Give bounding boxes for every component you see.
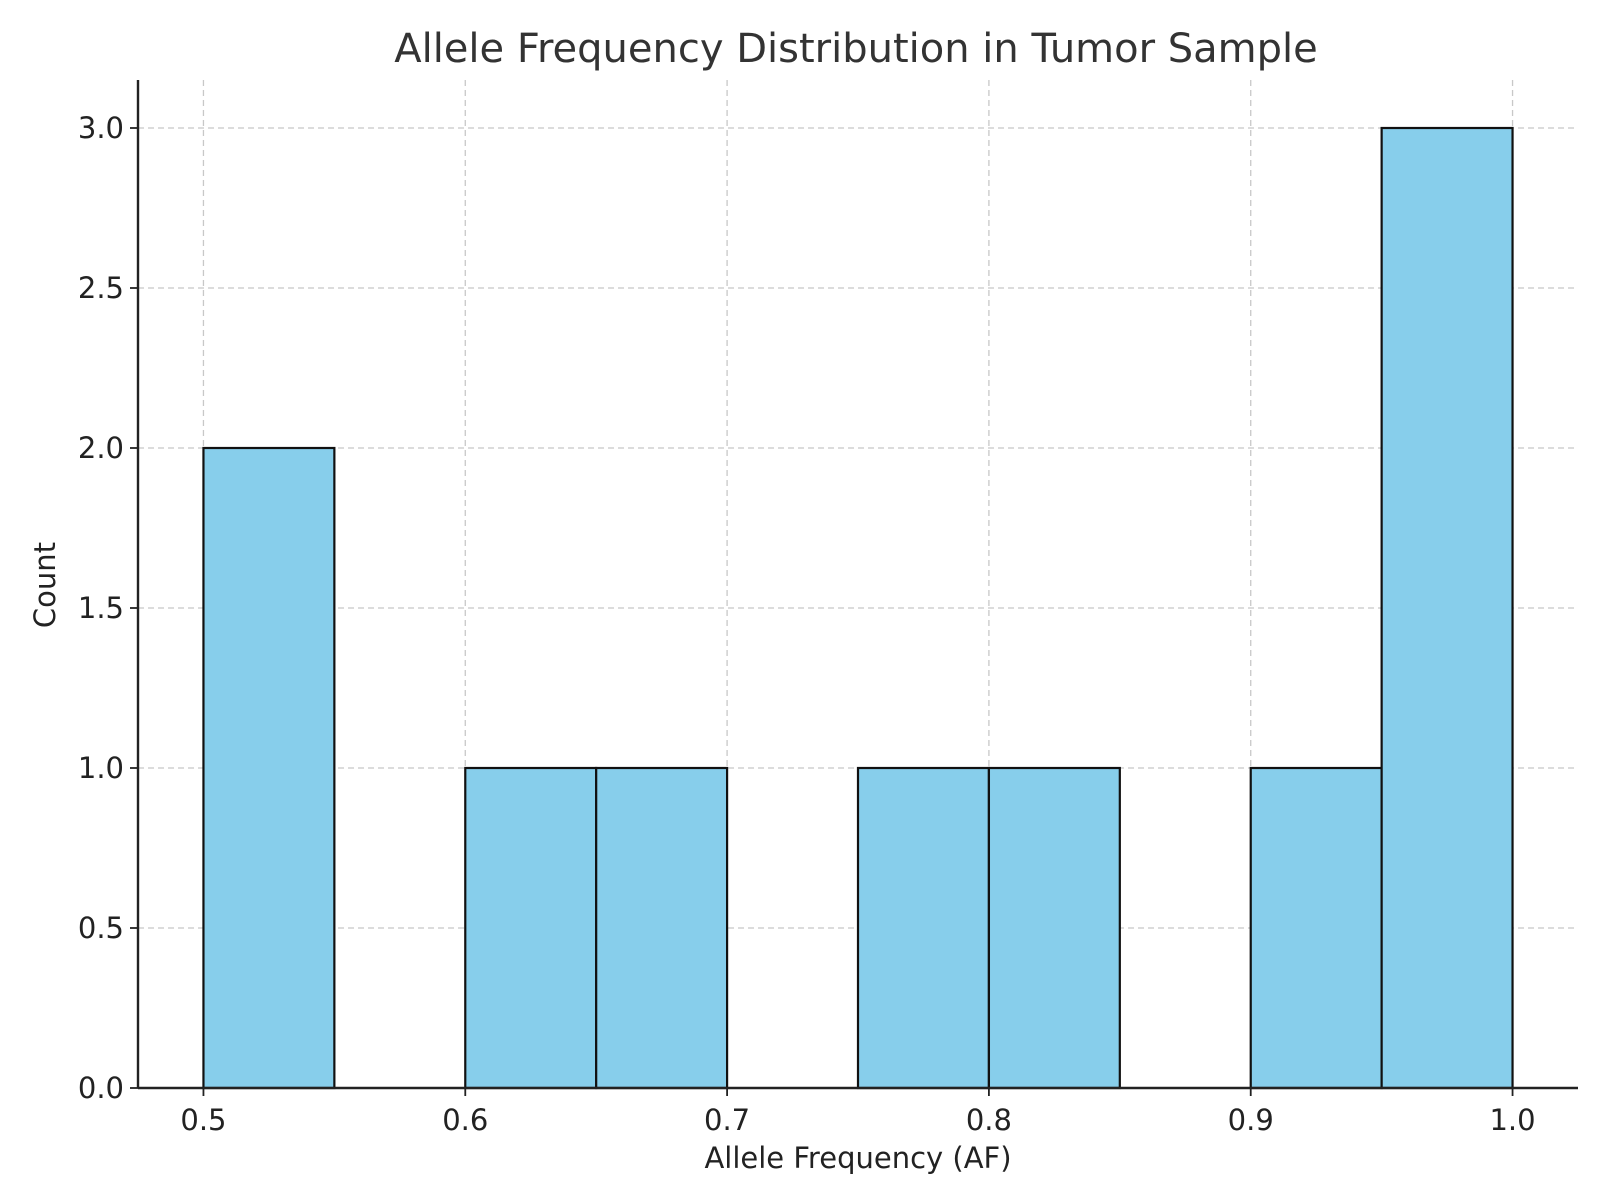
chart-title: Allele Frequency Distribution in Tumor S… xyxy=(394,26,1318,72)
x-tick-label: 0.9 xyxy=(1228,1103,1274,1137)
bars xyxy=(202,126,1514,1090)
y-tick-label: 3.0 xyxy=(78,111,124,145)
bar-5 xyxy=(856,766,991,1090)
x-ticks: 0.5 0.6 0.7 0.8 0.9 1.0 xyxy=(180,1088,1536,1137)
axes xyxy=(136,80,1578,1090)
bar-2 xyxy=(464,766,598,1090)
x-tick-label: 1.0 xyxy=(1489,1103,1535,1137)
y-tick-label: 0.0 xyxy=(78,1071,124,1105)
x-tick-label: 0.5 xyxy=(180,1103,226,1137)
bar-9 xyxy=(1380,126,1514,1090)
y-tick-label: 2.0 xyxy=(78,431,124,465)
y-tick-label: 1.5 xyxy=(78,591,124,625)
bar-6 xyxy=(987,766,1121,1090)
x-tick-label: 0.8 xyxy=(966,1103,1012,1137)
y-ticks: 0.0 0.5 1.0 1.5 2.0 2.5 3.0 xyxy=(78,111,138,1105)
x-tick-label: 0.7 xyxy=(704,1103,750,1137)
y-tick-label: 1.0 xyxy=(78,751,124,785)
y-axis-label: Count xyxy=(28,542,62,628)
x-tick-label: 0.6 xyxy=(442,1103,488,1137)
bar-3 xyxy=(595,766,729,1090)
bar-0 xyxy=(202,446,336,1090)
x-axis-label: Allele Frequency (AF) xyxy=(704,1141,1011,1175)
y-tick-label: 2.5 xyxy=(78,271,124,305)
y-tick-label: 0.5 xyxy=(78,911,124,945)
bar-8 xyxy=(1249,766,1383,1090)
